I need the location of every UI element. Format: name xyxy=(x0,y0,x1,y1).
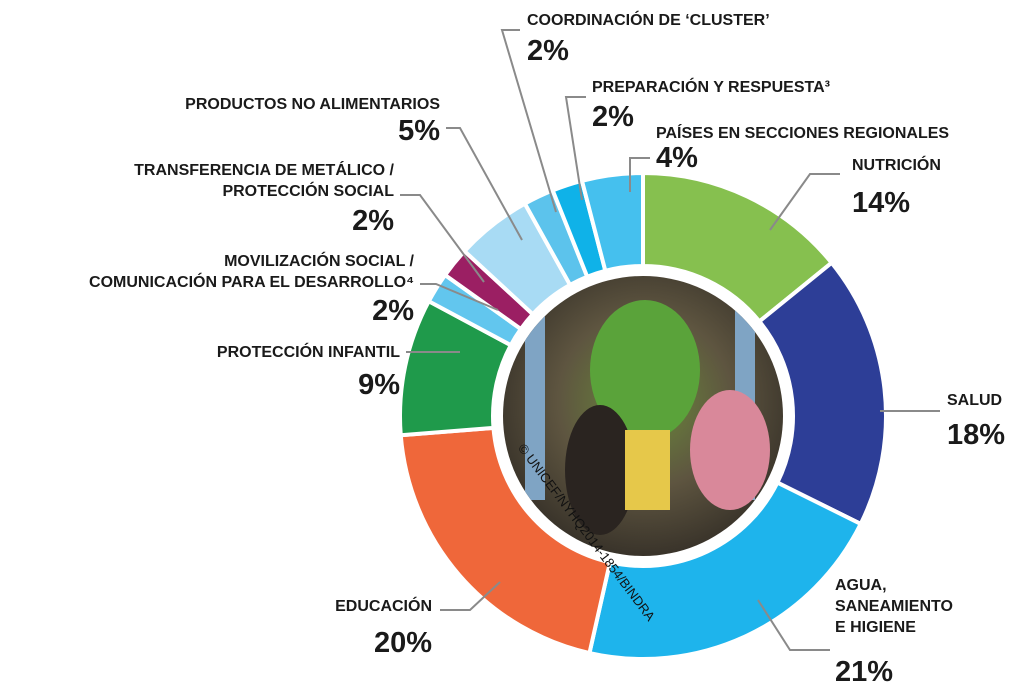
segment-label: PREPARACIÓN Y RESPUESTA³ xyxy=(592,77,830,98)
segment-label: AGUA, SANEAMIENTO E HIGIENE xyxy=(835,575,953,638)
segment-label: PRODUCTOS NO ALIMENTARIOS xyxy=(185,94,440,115)
segment-label: PROTECCIÓN INFANTIL xyxy=(217,342,400,363)
value-label: 2% xyxy=(592,102,634,132)
value-label: 20% xyxy=(374,628,432,658)
value-label: 2% xyxy=(352,206,394,236)
segment-label: MOVILIZACIÓN SOCIAL / COMUNICACIÓN PARA … xyxy=(89,251,414,293)
segment-label: TRANSFERENCIA DE METÁLICO / PROTECCIÓN S… xyxy=(134,160,394,202)
page: © UNICEF/NYHQ2014-1854/BINDRA NUTRICIÓN1… xyxy=(0,0,1024,693)
value-label: 21% xyxy=(835,657,893,687)
value-label: 4% xyxy=(656,143,698,173)
segment-label: EDUCACIÓN xyxy=(335,596,432,617)
segment-label: SALUD xyxy=(947,390,1002,411)
value-label: 9% xyxy=(358,370,400,400)
value-label: 18% xyxy=(947,420,1005,450)
value-label: 2% xyxy=(372,296,414,326)
segment-label: PAÍSES EN SECCIONES REGIONALES xyxy=(656,123,949,144)
value-label: 2% xyxy=(527,36,569,66)
value-label: 14% xyxy=(852,188,910,218)
segment-label: COORDINACIÓN DE ‘CLUSTER’ xyxy=(527,10,770,31)
segment-label: NUTRICIÓN xyxy=(852,155,941,176)
value-label: 5% xyxy=(398,116,440,146)
photo xyxy=(500,270,790,560)
